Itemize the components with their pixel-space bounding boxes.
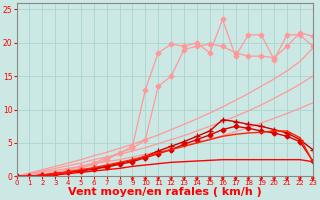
X-axis label: Vent moyen/en rafales ( km/h ): Vent moyen/en rafales ( km/h ) bbox=[68, 187, 261, 197]
